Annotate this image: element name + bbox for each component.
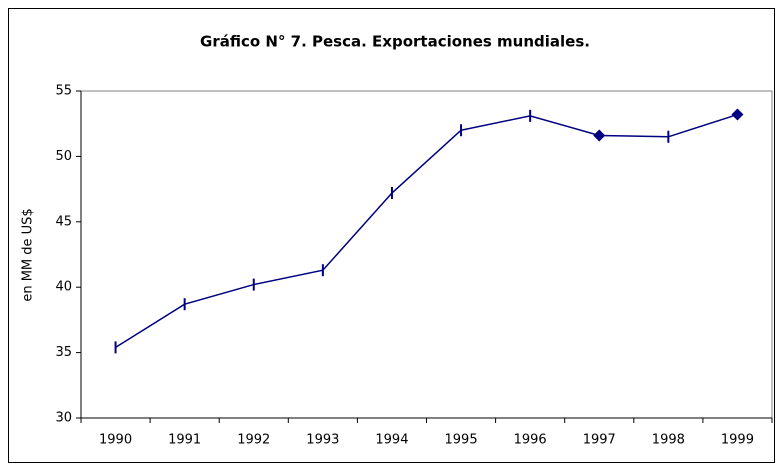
x-tick-label: 1998 <box>652 433 685 448</box>
x-tick-label: 1992 <box>237 433 270 448</box>
y-axis-label: en MM de US$ <box>21 208 36 301</box>
x-tick-label: 1997 <box>583 433 616 448</box>
x-tick-label: 1996 <box>514 433 547 448</box>
point-marker <box>593 129 606 142</box>
x-tick-label: 1991 <box>168 433 201 448</box>
x-tick-label: 1993 <box>306 433 339 448</box>
chart-title: Gráfico N° 7. Pesca. Exportaciones mundi… <box>200 33 590 51</box>
y-tick-label: 35 <box>55 345 72 360</box>
y-tick-label: 40 <box>55 280 72 295</box>
chart-border <box>8 8 775 463</box>
y-tick-label: 45 <box>55 214 72 229</box>
point-marker <box>731 108 744 121</box>
x-tick-label: 1990 <box>99 433 132 448</box>
y-tick-label: 30 <box>55 411 72 426</box>
series-line <box>115 113 738 349</box>
y-tick-label: 50 <box>55 149 72 164</box>
x-tick-label: 1994 <box>375 433 408 448</box>
y-tick-label: 55 <box>55 84 72 99</box>
x-tick-label: 1999 <box>721 433 754 448</box>
x-tick-label: 1995 <box>445 433 478 448</box>
